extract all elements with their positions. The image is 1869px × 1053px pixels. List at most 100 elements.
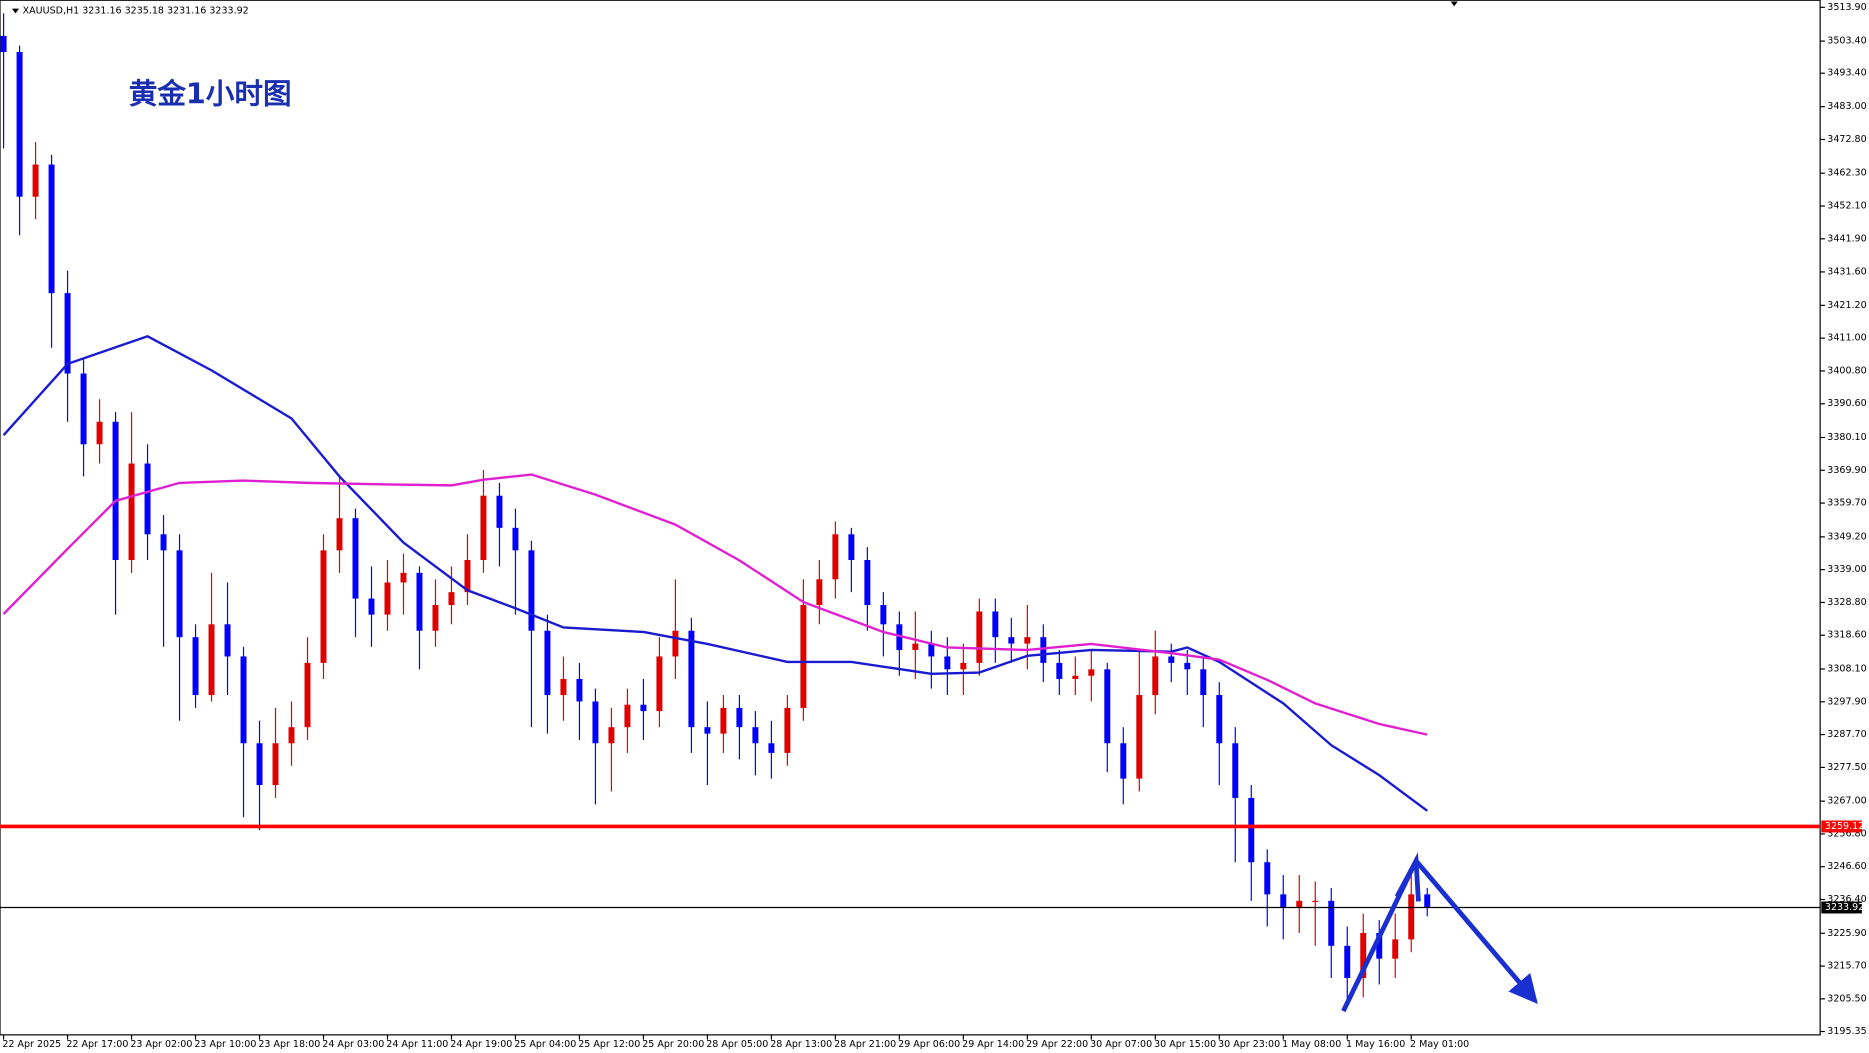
candle-body — [1184, 662, 1191, 670]
candle-body — [1008, 637, 1015, 644]
x-tick-label: 23 Apr 10:00 — [194, 1039, 256, 1050]
x-tick-label: 28 Apr 21:00 — [834, 1039, 896, 1050]
candle-body — [592, 701, 599, 744]
x-tick-label: 23 Apr 18:00 — [258, 1039, 320, 1050]
candle-body — [960, 662, 967, 670]
y-tick-label: 3421.20 — [1827, 300, 1866, 311]
y-tick-label: 3472.80 — [1827, 134, 1866, 145]
candle-body — [1232, 743, 1239, 798]
candle-body — [1360, 932, 1367, 978]
y-tick-label: 3380.10 — [1827, 432, 1866, 443]
candle-body — [416, 572, 423, 631]
candle-body — [624, 704, 631, 728]
plot-frame — [0, 0, 1821, 1036]
candle-body — [512, 527, 519, 551]
price-label-box — [1821, 901, 1862, 914]
candle-body — [1088, 669, 1095, 676]
y-tick-label: 3308.10 — [1827, 663, 1866, 674]
candle-body — [240, 656, 247, 744]
y-tick-label: 3215.70 — [1827, 961, 1866, 972]
y-tick-label: 3493.40 — [1827, 68, 1866, 79]
candle-body — [176, 550, 183, 638]
candle-body — [16, 52, 23, 197]
candle-body — [304, 662, 311, 728]
candle-body — [1072, 675, 1079, 679]
candle-body — [832, 534, 839, 580]
y-tick-label: 3452.10 — [1827, 201, 1866, 212]
y-tick-label: 3483.00 — [1827, 101, 1866, 112]
x-tick-label: 29 Apr 06:00 — [898, 1039, 960, 1050]
candle-body — [496, 495, 503, 528]
candle-body — [1056, 662, 1063, 679]
moving-average — [2, 334, 1428, 812]
candle-body — [864, 559, 871, 606]
candle-body — [224, 624, 231, 657]
candle-body — [656, 656, 663, 712]
chart-header: XAUUSD,H1 3231.16 3235.18 3231.16 3233.9… — [23, 5, 249, 16]
candle-body — [288, 727, 295, 744]
candle-body — [560, 678, 567, 696]
candle-body — [944, 656, 951, 670]
candle-body — [1104, 669, 1111, 744]
candle-body — [896, 624, 903, 651]
candle-body — [848, 534, 855, 560]
candle-body — [432, 605, 439, 631]
y-tick-label: 3246.60 — [1827, 861, 1866, 872]
candle-body — [640, 704, 647, 712]
candle-body — [128, 463, 135, 560]
candle-body — [1280, 894, 1287, 908]
x-tick-label: 28 Apr 13:00 — [770, 1039, 832, 1050]
candle-body — [1408, 894, 1415, 940]
candle-body — [1328, 900, 1335, 946]
y-tick-label: 3411.00 — [1827, 333, 1866, 344]
candle-body — [448, 592, 455, 606]
price-label: 3233.92 — [1825, 902, 1864, 913]
candle-body — [160, 534, 167, 551]
candle-body — [112, 421, 119, 560]
y-tick-label: 3441.90 — [1827, 233, 1866, 244]
candle-body — [704, 727, 711, 734]
x-tick-label: 23 Apr 02:00 — [130, 1039, 192, 1050]
x-tick-label: 25 Apr 12:00 — [578, 1039, 640, 1050]
candle-body — [688, 630, 695, 728]
candle-body — [32, 164, 39, 197]
candle-body — [800, 605, 807, 708]
candle-body — [256, 743, 263, 786]
candle-body — [1248, 797, 1255, 863]
candle-body — [1168, 656, 1175, 663]
candle-body — [208, 624, 215, 696]
y-tick-label: 3349.20 — [1827, 531, 1866, 542]
candle-body — [816, 579, 823, 606]
y-tick-label: 3267.00 — [1827, 796, 1866, 807]
moving-average — [2, 473, 1428, 736]
y-tick-label: 3225.90 — [1827, 928, 1866, 939]
price-label-box — [1821, 820, 1862, 833]
candle-body — [880, 605, 887, 625]
x-tick-label: 30 Apr 23:00 — [1218, 1039, 1280, 1050]
x-tick-label: 2 May 01:00 — [1410, 1039, 1469, 1050]
candle-body — [1392, 939, 1399, 959]
y-tick-label: 3277.50 — [1827, 762, 1866, 773]
candle-body — [272, 743, 279, 786]
candle-body — [1264, 862, 1271, 895]
candle-body — [528, 550, 535, 631]
x-tick-label: 24 Apr 03:00 — [322, 1039, 384, 1050]
candle-body — [1312, 900, 1319, 902]
x-tick-label: 25 Apr 04:00 — [514, 1039, 576, 1050]
y-tick-label: 3256.80 — [1827, 828, 1866, 839]
candle-body — [672, 630, 679, 657]
candle-body — [368, 598, 375, 615]
candle-body — [544, 630, 551, 696]
candle-body — [928, 643, 935, 657]
shift-marker — [1450, 1, 1458, 7]
y-tick-label: 3513.90 — [1827, 2, 1866, 13]
candle-body — [1024, 637, 1031, 644]
y-tick-label: 3431.60 — [1827, 266, 1866, 277]
y-tick-label: 3390.60 — [1827, 398, 1866, 409]
y-tick-label: 3359.70 — [1827, 498, 1866, 509]
y-tick-label: 3297.90 — [1827, 696, 1866, 707]
x-tick-label: 22 Apr 2025 — [2, 1039, 61, 1050]
candle-body — [96, 421, 103, 445]
x-tick-label: 1 May 16:00 — [1346, 1039, 1405, 1050]
candle-body — [1376, 932, 1383, 959]
